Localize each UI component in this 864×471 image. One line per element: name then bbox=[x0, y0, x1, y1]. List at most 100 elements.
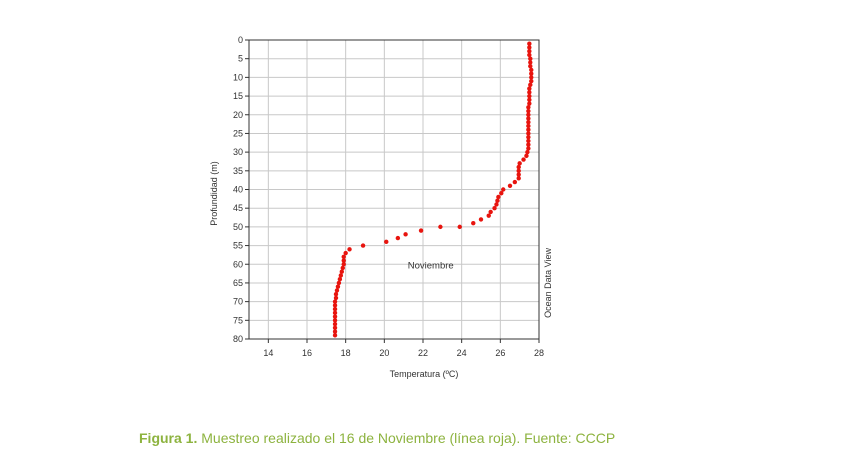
data-point bbox=[527, 93, 532, 99]
figure-caption: Figura 1. Muestreo realizado el 16 de No… bbox=[139, 430, 615, 446]
y-tick-label: 35 bbox=[233, 166, 243, 176]
data-point bbox=[338, 273, 344, 278]
data-point bbox=[486, 213, 491, 218]
data-point bbox=[526, 131, 531, 136]
data-point bbox=[529, 67, 534, 73]
data-point bbox=[341, 254, 346, 259]
data-point bbox=[526, 120, 531, 125]
data-point bbox=[527, 41, 532, 46]
data-point bbox=[526, 112, 531, 117]
data-point bbox=[341, 262, 346, 267]
data-point bbox=[488, 209, 493, 215]
x-tick-label: 26 bbox=[495, 348, 505, 358]
ocean-data-view-label: Ocean Data View bbox=[543, 248, 553, 318]
grid bbox=[249, 39, 540, 340]
y-tick-label: 5 bbox=[238, 54, 243, 64]
data-point bbox=[526, 134, 531, 140]
data-point bbox=[337, 277, 343, 282]
caption-text: Muestreo realizado el 16 de Noviembre (l… bbox=[197, 430, 616, 446]
data-point bbox=[526, 127, 531, 132]
data-point bbox=[492, 205, 497, 211]
data-point bbox=[526, 116, 531, 121]
ticks: 14 16 18 20 22 24 26 28 0 5 10 15 20 25 30 35 40 45 50 55 60… bbox=[233, 35, 544, 358]
data-point bbox=[339, 269, 344, 274]
data-point bbox=[527, 45, 532, 50]
data-point bbox=[527, 90, 532, 95]
y-tick-label: 50 bbox=[233, 222, 243, 232]
data-point bbox=[495, 198, 500, 203]
data-point bbox=[527, 52, 532, 58]
data-point bbox=[457, 224, 462, 230]
y-tick-label: 10 bbox=[233, 72, 243, 82]
data-point bbox=[528, 60, 533, 65]
data-points bbox=[332, 41, 534, 338]
y-tick-label: 25 bbox=[233, 128, 243, 138]
data-point bbox=[384, 239, 389, 245]
data-point bbox=[333, 295, 339, 301]
y-tick-label: 55 bbox=[233, 241, 243, 251]
caption-lead: Figura 1. bbox=[139, 430, 198, 446]
data-point bbox=[403, 232, 408, 237]
data-point bbox=[341, 258, 346, 263]
y-tick-label: 80 bbox=[233, 334, 243, 344]
data-point bbox=[516, 172, 521, 177]
data-point bbox=[332, 329, 338, 334]
series-annotation: Noviembre bbox=[408, 260, 454, 271]
data-point bbox=[528, 56, 533, 61]
x-tick-label: 14 bbox=[263, 348, 273, 358]
data-point bbox=[438, 224, 443, 230]
data-point bbox=[471, 220, 476, 226]
data-point bbox=[526, 123, 531, 129]
data-point bbox=[526, 108, 531, 114]
data-point bbox=[526, 146, 531, 151]
data-point bbox=[529, 71, 534, 76]
y-tick-label: 30 bbox=[233, 147, 243, 157]
data-point bbox=[524, 153, 529, 159]
y-tick-label: 60 bbox=[233, 259, 243, 269]
data-point bbox=[527, 86, 532, 91]
data-point bbox=[418, 228, 424, 233]
data-point bbox=[527, 49, 532, 54]
y-tick-label: 15 bbox=[233, 91, 243, 101]
data-point bbox=[525, 149, 530, 155]
data-point bbox=[516, 164, 521, 170]
data-point bbox=[499, 191, 504, 196]
data-point bbox=[332, 321, 338, 327]
data-point bbox=[332, 299, 338, 304]
data-point bbox=[527, 101, 532, 106]
data-point bbox=[332, 318, 338, 323]
y-tick-label: 70 bbox=[233, 297, 243, 307]
data-point bbox=[529, 75, 534, 80]
data-point bbox=[517, 161, 522, 166]
data-point bbox=[340, 265, 345, 271]
data-point bbox=[507, 183, 513, 188]
y-tick-label: 45 bbox=[233, 203, 243, 213]
data-point bbox=[526, 138, 531, 144]
x-axis-title: Temperatura (ºC) bbox=[390, 369, 459, 379]
data-point bbox=[332, 333, 338, 338]
data-point bbox=[528, 82, 533, 88]
data-point bbox=[516, 168, 521, 174]
x-tick-label: 28 bbox=[534, 348, 544, 358]
y-tick-label: 0 bbox=[238, 35, 243, 45]
data-point bbox=[501, 187, 506, 192]
data-point bbox=[336, 280, 342, 286]
data-point bbox=[526, 142, 531, 147]
y-axis-title: Profundidad (m) bbox=[209, 161, 219, 226]
y-tick-label: 40 bbox=[233, 185, 243, 195]
data-point bbox=[512, 179, 518, 185]
data-point bbox=[343, 250, 348, 256]
data-point bbox=[332, 303, 338, 308]
data-point bbox=[332, 314, 338, 319]
data-point bbox=[478, 217, 484, 222]
x-tick-label: 16 bbox=[302, 348, 312, 358]
data-point bbox=[395, 235, 401, 241]
data-point bbox=[332, 325, 338, 330]
x-tick-label: 22 bbox=[418, 348, 428, 358]
data-point bbox=[516, 176, 521, 181]
x-tick-label: 20 bbox=[379, 348, 389, 358]
data-point bbox=[360, 243, 366, 248]
x-tick-label: 24 bbox=[457, 348, 467, 358]
data-point bbox=[529, 78, 534, 84]
